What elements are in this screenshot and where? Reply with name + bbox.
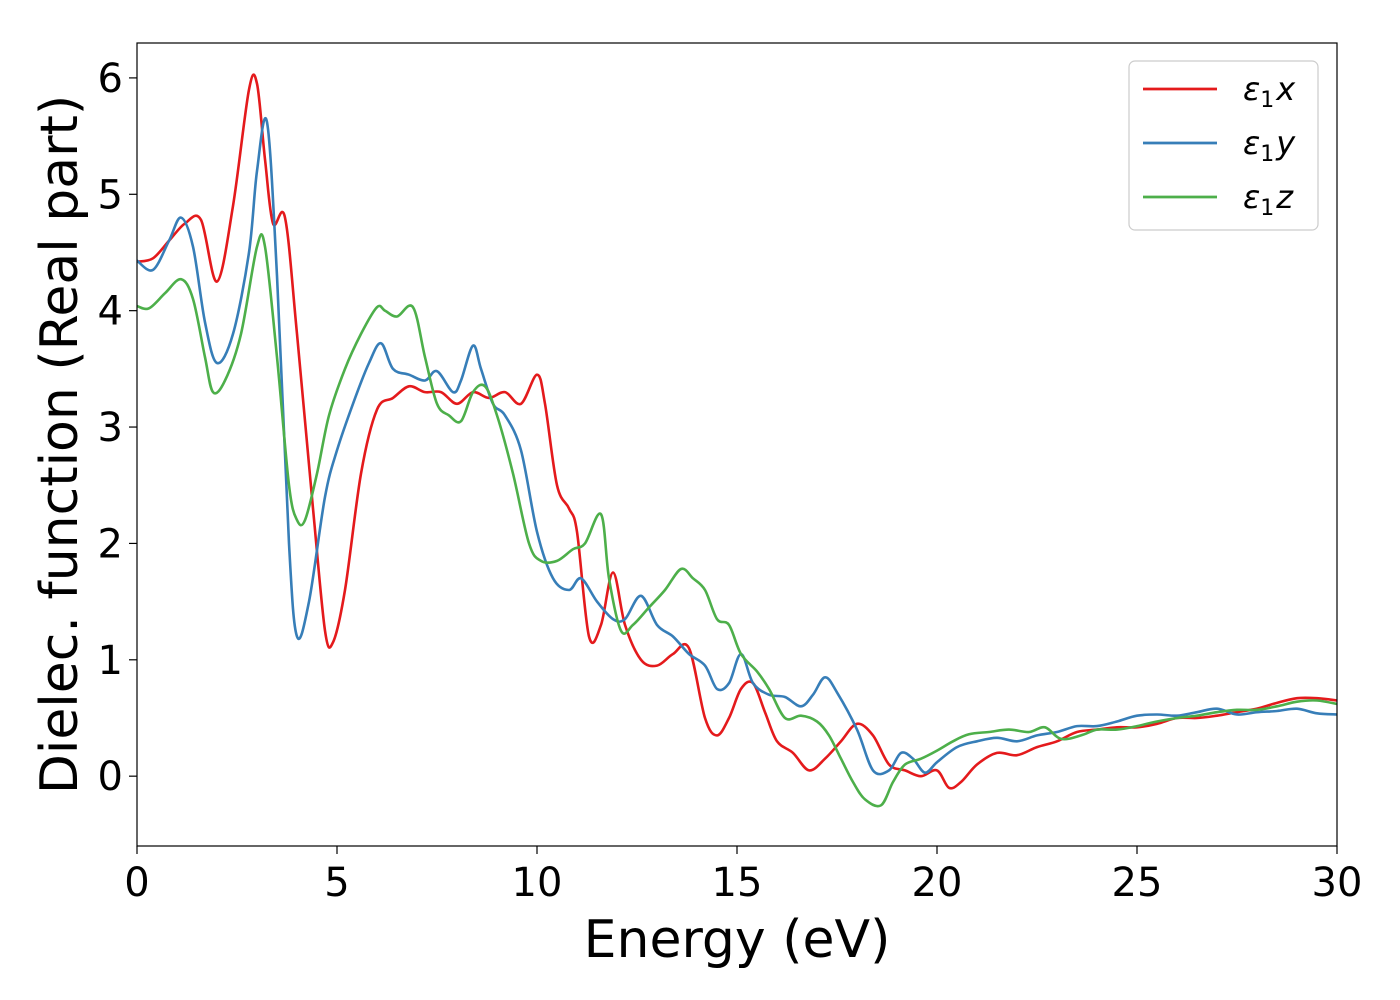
y-tick-label: 4 [98, 289, 123, 335]
series-layer [137, 73, 1337, 808]
y-tick-label: 6 [98, 56, 123, 102]
x-tick-label: 30 [1312, 860, 1363, 906]
y-tick-label: 5 [98, 172, 123, 218]
x-tick-label: 5 [324, 860, 349, 906]
y-axis: 0 1 2 3 4 5 6 [98, 56, 137, 800]
series-line-x [137, 73, 1337, 790]
legend-box [1128, 60, 1319, 231]
x-axis-label: Energy (eV) [584, 910, 891, 970]
x-axis: 0 5 10 15 20 25 30 [124, 846, 1362, 906]
x-tick-label: 25 [1112, 860, 1163, 906]
y-axis-label: Dielec. function (Real part) [30, 95, 90, 794]
y-tick-label: 0 [98, 754, 123, 800]
legend: ε1x ε1y ε1z [1128, 60, 1319, 231]
x-tick-label: 20 [912, 860, 963, 906]
y-tick-label: 2 [98, 521, 123, 567]
series-line-z [137, 232, 1337, 808]
x-tick-label: 0 [124, 860, 149, 906]
y-tick-label: 1 [98, 638, 123, 684]
x-tick-label: 15 [712, 860, 763, 906]
series-line-y [137, 117, 1337, 776]
y-tick-label: 3 [98, 405, 123, 451]
legend-label-y: ε1y [1243, 124, 1296, 167]
legend-label-z: ε1z [1243, 178, 1294, 221]
legend-label-x: ε1x [1243, 70, 1296, 113]
x-tick-label: 10 [512, 860, 563, 906]
